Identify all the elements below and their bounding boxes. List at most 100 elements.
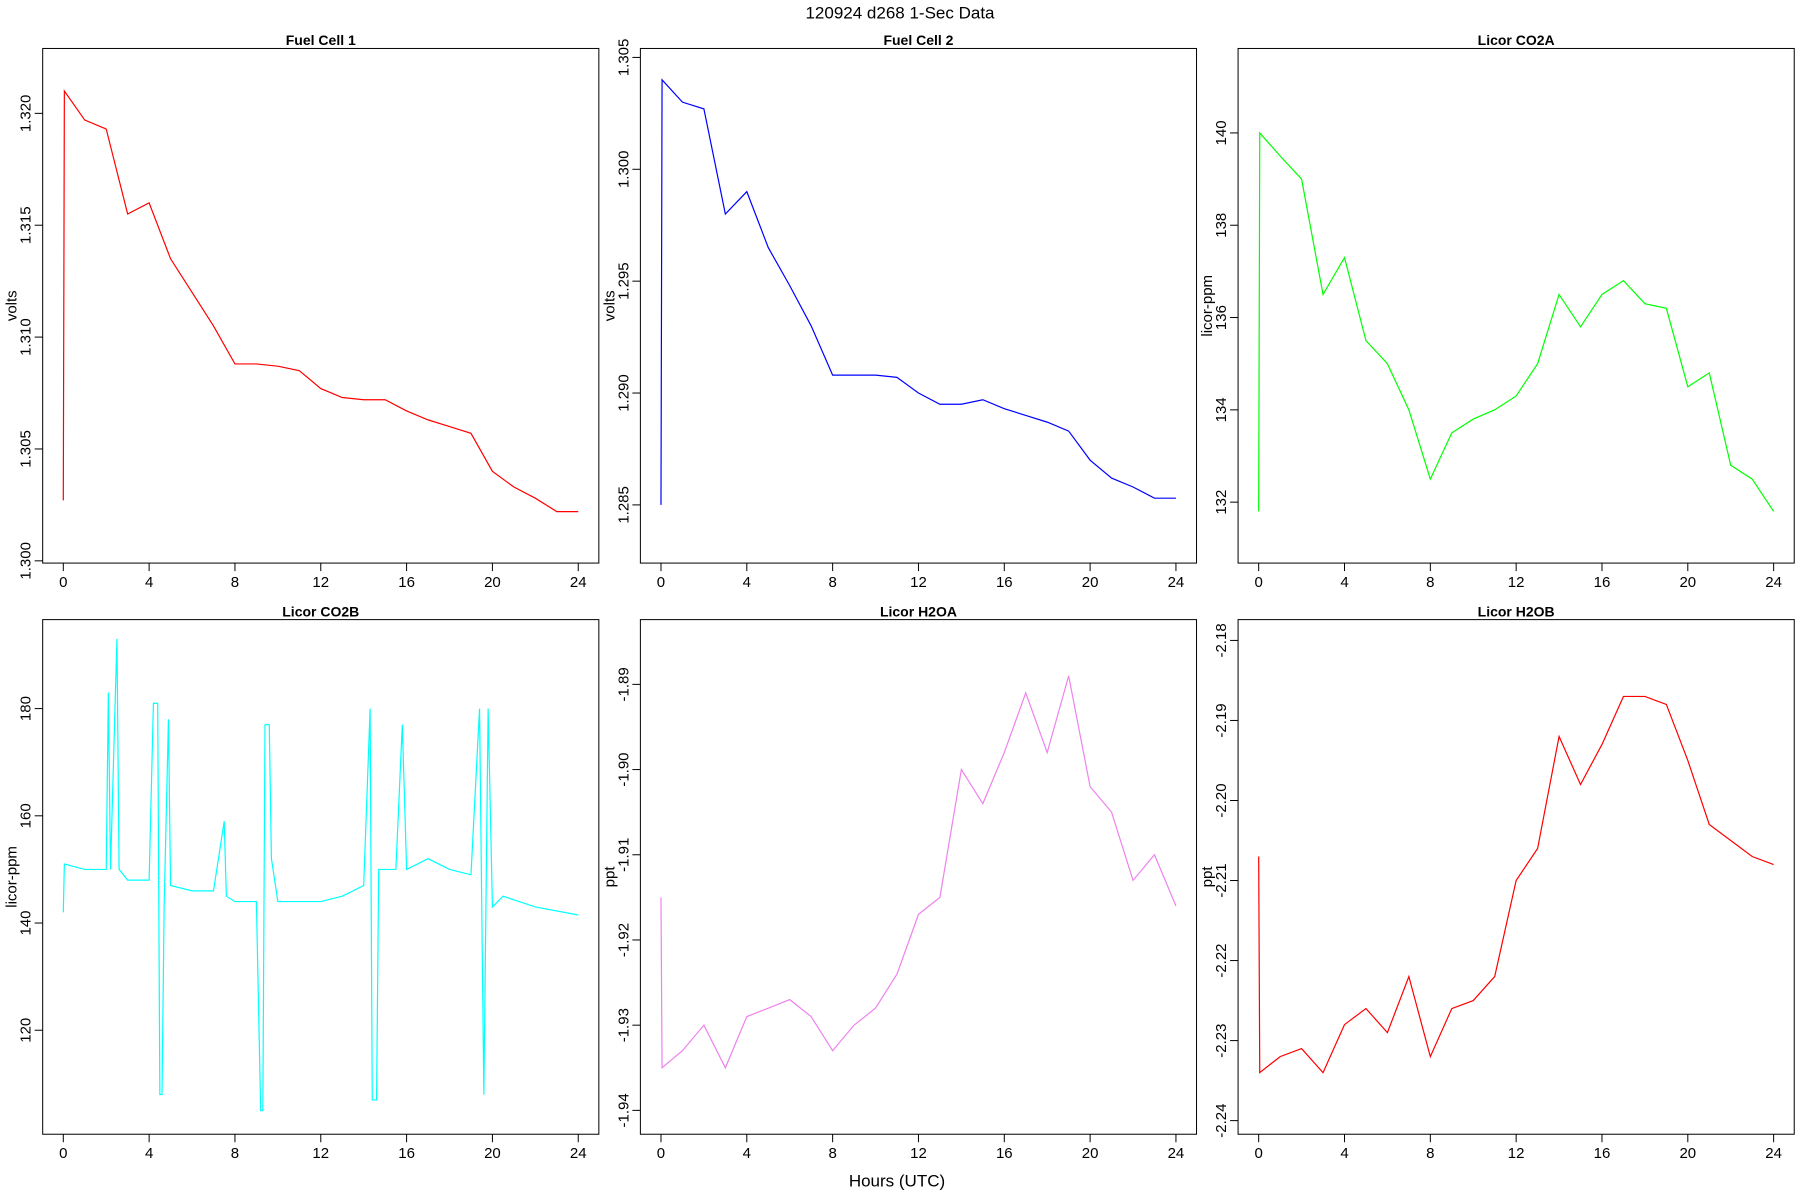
x-tick-label: 4	[1340, 1145, 1348, 1162]
panel-title: Licor CO2B	[282, 603, 359, 619]
data-line	[660, 78, 1176, 505]
x-tick-label: 24	[1168, 574, 1185, 591]
panel-title: Licor H2OB	[1478, 603, 1555, 619]
x-tick-label: 20	[1082, 574, 1099, 591]
data-line	[62, 638, 579, 1112]
data-line	[62, 89, 579, 513]
y-tick-label: -1.93	[615, 1008, 632, 1042]
x-tick-label: 20	[484, 574, 501, 591]
y-tick-label: 140	[18, 911, 35, 936]
y-tick-label: -1.92	[615, 923, 632, 957]
data-line	[1258, 695, 1774, 1074]
plot-frame	[1237, 619, 1795, 1135]
x-tick-label: 12	[312, 1145, 329, 1162]
y-tick-label: -1.90	[615, 752, 632, 786]
x-tick-label: 16	[398, 1145, 415, 1162]
y-tick-label: -1.89	[615, 667, 632, 701]
y-tick-label: 1.305	[615, 39, 632, 77]
x-tick-label: 8	[231, 574, 239, 591]
y-axis-label: ppt	[601, 866, 618, 888]
panel-title: Fuel Cell 2	[883, 32, 953, 48]
x-axis-label: Hours (UTC)	[849, 1171, 945, 1190]
y-axis-label: volts	[4, 290, 21, 321]
plot-frame	[1237, 47, 1795, 564]
plot-frame	[42, 47, 600, 564]
x-tick-label: 4	[1340, 574, 1348, 591]
y-tick-label: -1.94	[615, 1093, 632, 1127]
x-tick-label: 20	[1679, 574, 1696, 591]
x-tick-label: 16	[996, 574, 1013, 591]
x-tick-label: 16	[398, 574, 415, 591]
y-axis-label: licor-ppm	[4, 846, 21, 908]
x-tick-label: 20	[1679, 1145, 1696, 1162]
y-tick-label: 1.305	[18, 430, 35, 468]
x-tick-label: 12	[910, 1145, 927, 1162]
y-tick-label: 1.290	[615, 374, 632, 412]
x-tick-label: 12	[1508, 574, 1525, 591]
x-tick-label: 4	[145, 1145, 153, 1162]
x-tick-label: 24	[1765, 574, 1782, 591]
x-tick-label: 20	[1082, 1145, 1099, 1162]
x-tick-label: 16	[1594, 1145, 1611, 1162]
data-line	[1258, 131, 1775, 512]
x-tick-label: 16	[1594, 574, 1611, 591]
figure-title: 120924 d268 1-Sec Data	[805, 3, 995, 22]
y-tick-label: 134	[1213, 397, 1230, 422]
x-tick-label: 12	[312, 574, 329, 591]
x-tick-label: 24	[570, 1145, 587, 1162]
panel-title: Fuel Cell 1	[286, 32, 356, 48]
y-tick-label: 120	[18, 1018, 35, 1043]
y-tick-label: 1.310	[18, 318, 35, 356]
x-tick-label: 4	[145, 574, 153, 591]
x-tick-label: 8	[1426, 574, 1434, 591]
y-tick-label: 140	[1213, 120, 1230, 145]
x-tick-label: 0	[1255, 1145, 1263, 1162]
y-axis-label: ppt	[1199, 866, 1216, 888]
x-tick-label: 4	[743, 1145, 751, 1162]
panel-title: Licor H2OA	[880, 603, 957, 619]
plot-frame	[639, 619, 1198, 1135]
y-tick-label: -2.23	[1213, 1023, 1230, 1057]
x-tick-label: 8	[1426, 1145, 1434, 1162]
y-tick-label: 136	[1213, 305, 1230, 330]
y-tick-label: 1.285	[615, 486, 632, 524]
y-tick-label: -1.91	[615, 838, 632, 872]
x-tick-label: 12	[910, 574, 927, 591]
y-tick-label: 132	[1213, 490, 1230, 515]
y-tick-label: 1.300	[18, 542, 35, 580]
x-tick-label: 0	[59, 574, 67, 591]
x-tick-label: 8	[231, 1145, 239, 1162]
x-tick-label: 12	[1508, 1145, 1525, 1162]
x-tick-label: 24	[1168, 1145, 1185, 1162]
y-tick-label: -2.21	[1213, 863, 1230, 897]
x-tick-label: 4	[743, 574, 751, 591]
panel-title: Licor CO2A	[1478, 32, 1555, 48]
x-tick-label: 8	[828, 1145, 836, 1162]
x-tick-label: 24	[570, 574, 587, 591]
y-tick-label: -2.24	[1213, 1104, 1230, 1138]
y-tick-label: -2.18	[1213, 623, 1230, 657]
x-tick-label: 20	[484, 1145, 501, 1162]
x-tick-label: 0	[59, 1145, 67, 1162]
data-line	[660, 675, 1177, 1070]
y-tick-label: -2.22	[1213, 943, 1230, 977]
y-axis-label: licor-ppm	[1199, 275, 1216, 337]
y-tick-label: -2.20	[1213, 783, 1230, 817]
y-tick-label: 1.295	[615, 262, 632, 300]
y-tick-label: 180	[18, 696, 35, 721]
y-tick-label: 160	[18, 803, 35, 828]
y-tick-label: 1.300	[615, 151, 632, 189]
x-tick-label: 0	[657, 574, 665, 591]
x-tick-label: 0	[1255, 574, 1263, 591]
plot-frame	[42, 619, 600, 1135]
y-axis-label: volts	[601, 290, 618, 321]
y-tick-label: 1.315	[18, 206, 35, 244]
x-tick-label: 24	[1765, 1145, 1782, 1162]
plot-frame	[639, 47, 1198, 564]
y-tick-label: -2.19	[1213, 703, 1230, 737]
y-tick-label: 1.320	[18, 95, 35, 133]
y-tick-label: 138	[1213, 213, 1230, 238]
x-tick-label: 16	[996, 1145, 1013, 1162]
x-tick-label: 0	[657, 1145, 665, 1162]
